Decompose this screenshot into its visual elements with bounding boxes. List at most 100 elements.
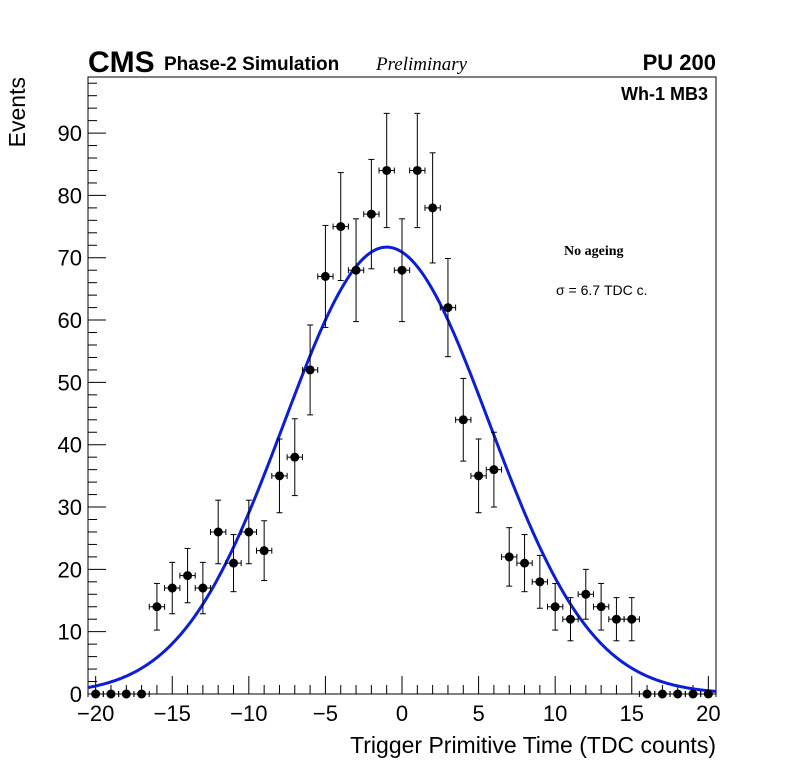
- data-point: [164, 561, 181, 615]
- data-point: [102, 689, 120, 699]
- y-tick-label: 60: [58, 308, 82, 333]
- y-tick-label: 10: [58, 620, 82, 645]
- data-point: [148, 582, 166, 631]
- data-point: [424, 152, 441, 264]
- data-point: [409, 112, 426, 229]
- data-point: [501, 527, 518, 587]
- data-point: [133, 689, 150, 699]
- data-point: [317, 224, 334, 328]
- data-marker: [320, 271, 330, 281]
- data-point: [592, 582, 610, 631]
- data-marker: [550, 602, 560, 612]
- data-point: [378, 112, 395, 229]
- data-point: [531, 554, 549, 609]
- data-point: [393, 218, 411, 323]
- data-marker: [121, 689, 131, 699]
- data-point: [470, 438, 487, 514]
- data-marker: [412, 165, 422, 175]
- plot-frame: [87, 76, 717, 695]
- data-point: [439, 258, 457, 358]
- data-marker: [91, 689, 101, 699]
- data-marker: [397, 265, 407, 275]
- data-point: [363, 158, 380, 270]
- data-marker: [213, 527, 223, 537]
- data-point: [547, 582, 564, 631]
- y-axis: 0 10 20 30 40 50 60 70 80 90: [58, 82, 106, 707]
- sigma-annotation: σ = 6.7 TDC c.: [556, 282, 648, 298]
- data-marker: [443, 303, 453, 313]
- data-point: [286, 418, 303, 497]
- data-marker: [673, 689, 683, 699]
- data-point: [623, 597, 640, 642]
- y-tick-label: 90: [58, 121, 82, 146]
- data-point: [347, 218, 365, 323]
- experiment-label: CMS: [88, 46, 155, 79]
- data-marker: [366, 209, 376, 219]
- data-point: [301, 324, 319, 416]
- data-marker: [428, 203, 438, 213]
- data-marker: [489, 465, 499, 475]
- data-point: [87, 689, 104, 699]
- data-marker: [167, 583, 177, 593]
- data-marker: [351, 265, 361, 275]
- x-tick-label: 0: [396, 701, 408, 726]
- data-point: [669, 689, 686, 699]
- data-marker: [137, 689, 147, 699]
- x-tick-label: 10: [543, 701, 567, 726]
- data-point: [654, 689, 671, 699]
- y-tick-label: 0: [70, 682, 82, 707]
- y-tick-label: 50: [58, 370, 82, 395]
- data-point: [608, 597, 625, 642]
- data-marker: [183, 571, 193, 581]
- data-marker: [290, 452, 300, 462]
- x-tick-label: −5: [313, 701, 338, 726]
- data-points: [87, 112, 717, 699]
- data-point: [210, 499, 227, 565]
- x-tick-label: 15: [620, 701, 644, 726]
- status-label: Preliminary: [375, 54, 468, 75]
- data-marker: [474, 471, 484, 481]
- data-marker: [229, 558, 239, 568]
- data-marker: [259, 546, 269, 556]
- x-tick-label: −20: [77, 701, 114, 726]
- x-axis-title: Trigger Primitive Time (TDC counts): [350, 732, 716, 758]
- data-point: [516, 534, 533, 593]
- data-marker: [504, 552, 514, 562]
- data-point: [455, 377, 472, 462]
- y-axis-title: Events: [4, 77, 30, 147]
- y-tick-label: 80: [58, 183, 82, 208]
- subtitle-label: Phase-2 Simulation: [164, 54, 339, 75]
- data-point: [225, 534, 242, 593]
- x-tick-label: 5: [472, 701, 484, 726]
- data-marker: [642, 689, 652, 699]
- data-marker: [106, 689, 116, 699]
- pileup-label: PU 200: [643, 50, 716, 75]
- data-marker: [198, 583, 208, 593]
- data-point: [255, 520, 273, 582]
- data-marker: [657, 689, 667, 699]
- data-point: [700, 689, 717, 699]
- data-point: [562, 597, 579, 642]
- data-point: [332, 172, 349, 282]
- data-marker: [581, 589, 591, 599]
- data-marker: [611, 614, 621, 624]
- x-tick-label: −15: [154, 701, 191, 726]
- data-point: [271, 438, 288, 514]
- data-marker: [244, 527, 254, 537]
- y-tick-label: 30: [58, 495, 82, 520]
- data-marker: [535, 577, 545, 587]
- data-marker: [596, 602, 606, 612]
- ageing-annotation: No ageing: [564, 244, 624, 259]
- data-point: [194, 561, 212, 615]
- y-tick-label: 70: [58, 246, 82, 271]
- data-marker: [520, 558, 530, 568]
- data-point: [179, 547, 196, 604]
- data-marker: [274, 471, 284, 481]
- x-axis: −20 −15 −10 −5 0 5 10 15 20: [77, 676, 721, 726]
- y-tick-label: 40: [58, 433, 82, 458]
- data-marker: [382, 165, 392, 175]
- data-point: [240, 499, 257, 565]
- region-label: Wh-1 MB3: [621, 84, 708, 104]
- data-point: [118, 689, 135, 699]
